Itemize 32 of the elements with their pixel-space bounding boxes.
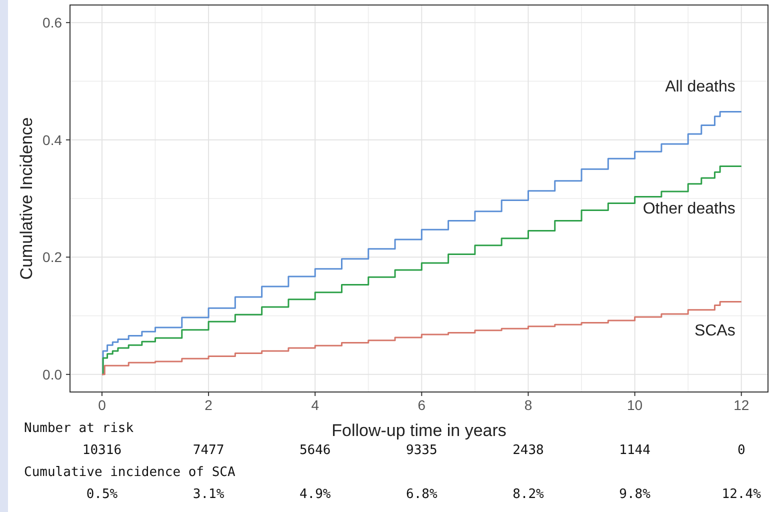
text: 3.1% [192,487,224,502]
x-tick-label: 0 [98,397,106,413]
x-axis-title: Follow-up time in years [332,421,506,440]
text: 4.9% [299,487,331,502]
y-axis-title: Cumulative Incidence [17,117,36,280]
text: 1144 [619,443,651,458]
text: 7477 [192,443,224,458]
x-tick-label: 6 [418,397,426,413]
y-tick-label: 0.6 [42,14,62,31]
text: 12.4% [722,487,762,502]
text: 2438 [512,443,544,458]
text: 8.2% [512,487,544,502]
text: 10316 [82,443,122,458]
x-tick-label: 10 [627,397,643,413]
series-label: All deaths [665,78,736,96]
y-tick-label: 0.2 [42,249,62,266]
text: 5646 [299,443,331,458]
text: Cumulative incidence of SCA [24,465,236,480]
text: 9.8% [619,487,651,502]
text: 0.5% [86,487,118,502]
text: 6.8% [406,487,438,502]
y-tick-label: 0.0 [42,366,62,382]
text: 9335 [406,443,438,458]
y-tick-label: 0.4 [42,132,62,148]
series-label: Other deaths [642,200,736,218]
x-tick-label: 2 [204,397,213,413]
x-tick-label: 12 [734,397,750,413]
text: 0 [737,443,746,458]
text: Number at risk [24,421,134,436]
x-tick-label: 8 [524,397,532,413]
x-tick-label: 4 [311,397,320,413]
series-label: SCAs [694,322,736,340]
